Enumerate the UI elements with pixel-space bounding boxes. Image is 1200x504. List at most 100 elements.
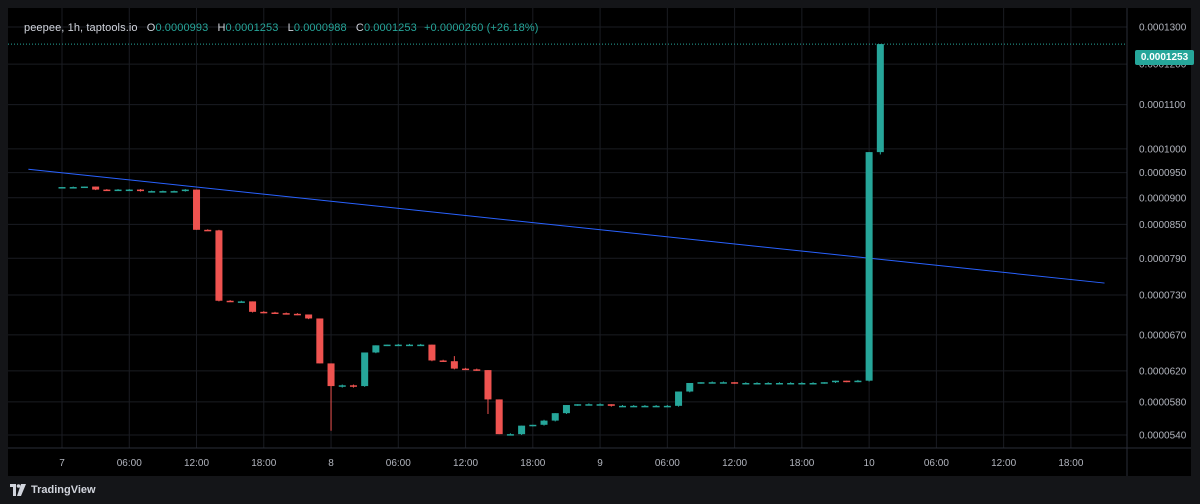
candle-body: [731, 382, 739, 384]
candle-body: [226, 300, 234, 303]
candle-up: [686, 382, 694, 393]
time-tick-label: 06:00: [386, 458, 411, 469]
candle-body: [406, 344, 414, 347]
time-tick-label: 18:00: [520, 458, 545, 469]
candle-up: [630, 405, 638, 408]
time-tick-label: 18:00: [1058, 458, 1083, 469]
candle-down: [282, 312, 290, 315]
candle-down: [226, 300, 234, 303]
candle-body: [820, 382, 828, 384]
candle-body: [742, 382, 750, 385]
price-tick-label: 0.0001100: [1139, 100, 1186, 111]
candle-down: [193, 189, 201, 230]
candle-up: [159, 190, 167, 193]
candle-up: [820, 382, 828, 384]
candle-up: [742, 382, 750, 385]
candle-body: [58, 187, 66, 189]
candle-body: [327, 363, 335, 387]
candle-body: [349, 385, 357, 387]
candle-down: [260, 311, 268, 314]
price-tick-label: 0.0001300: [1139, 23, 1187, 34]
candle-body: [843, 380, 851, 383]
candle-up: [417, 343, 425, 347]
close-value: 0.0001253: [363, 22, 417, 34]
low-label: L: [287, 22, 294, 34]
price-axis[interactable]: 0.0001300 0.0001200 0.0001100 0.0001000 0.00…: [1139, 23, 1187, 442]
low-value: 0.0000988: [293, 22, 347, 34]
price-tick-label: 0.0000540: [1139, 431, 1187, 442]
candle-up: [675, 391, 683, 407]
candle-body: [585, 404, 593, 406]
candle-down: [731, 382, 739, 384]
price-tick-label: 0.0001200: [1139, 60, 1187, 71]
candle-body: [383, 344, 391, 347]
moving-average-line: [28, 168, 1105, 284]
time-tick-label: 8: [328, 458, 334, 469]
time-tick-label: 10: [864, 458, 876, 469]
candle-body: [114, 189, 122, 192]
time-tick-label: 18:00: [251, 458, 276, 469]
candle-up: [361, 352, 369, 387]
candle-down: [843, 380, 851, 383]
candle-body: [92, 186, 100, 190]
candle-body: [103, 189, 111, 192]
change-value: +0.0000260 (+26.18%): [424, 22, 539, 34]
candle-body: [249, 301, 257, 312]
candle-body: [428, 344, 436, 361]
symbol-label[interactable]: peepee, 1h, taptools.io: [24, 22, 138, 34]
candle-down: [462, 367, 470, 371]
candle-body: [181, 189, 189, 192]
tradingview-logo-icon: [10, 484, 26, 496]
candle-body: [798, 382, 806, 385]
candle-body: [293, 313, 301, 316]
candle-body: [697, 382, 705, 384]
close-label: C: [355, 22, 364, 34]
candle-body: [630, 405, 638, 408]
candle-down: [428, 344, 436, 362]
price-tick-label: 0.0000790: [1139, 254, 1187, 265]
candle-body: [574, 404, 582, 406]
ohlc-legend: peepee, 1h, taptools.io O0.0000993 H0.00…: [24, 22, 539, 34]
chart-pane[interactable]: 0.0001300 0.0001200 0.0001100 0.0001000 0.00…: [8, 8, 1194, 476]
candle-body: [809, 382, 817, 385]
candle-up: [148, 190, 156, 193]
candle-body: [831, 380, 839, 383]
candle-up: [574, 404, 582, 406]
tradingview-logo[interactable]: TradingView: [10, 483, 96, 497]
candle-body: [237, 301, 245, 303]
grid: [8, 8, 1191, 476]
candle-down: [204, 229, 212, 232]
candle-body: [282, 313, 290, 315]
candle-down: [349, 384, 357, 388]
candle-up: [181, 189, 189, 192]
candle-up: [562, 405, 570, 414]
candle-body: [136, 189, 144, 192]
candle-body: [551, 413, 559, 421]
candle-body: [417, 344, 425, 347]
candle-body: [69, 187, 77, 189]
candle-down: [327, 363, 335, 431]
candle-body: [305, 314, 313, 319]
candle-body: [787, 382, 795, 385]
candle-down: [495, 399, 503, 435]
candle-body: [260, 311, 268, 314]
candle-up: [854, 379, 862, 383]
candle-body: [764, 382, 772, 385]
time-axis[interactable]: 7 06:00 12:00 18:00 8 06:00 12:00 18:00 9 06:00 12…: [59, 458, 1084, 469]
price-chart[interactable]: 0.0001300 0.0001200 0.0001100 0.0001000 0.00…: [8, 8, 1191, 476]
candle-up: [798, 382, 806, 385]
price-tick-label: 0.0000580: [1139, 397, 1187, 408]
candle-up: [383, 344, 391, 347]
candle-body: [708, 382, 716, 384]
candle-down: [92, 186, 100, 191]
candle-up: [394, 343, 402, 347]
high-label: H: [217, 22, 226, 34]
candle-body: [596, 404, 604, 406]
candle-down: [450, 356, 458, 370]
candle-body: [663, 405, 671, 408]
candle-body: [473, 369, 481, 371]
candle-body: [215, 230, 223, 301]
candle-up: [58, 187, 66, 189]
candle-body: [148, 191, 156, 193]
candle-down: [136, 189, 144, 192]
